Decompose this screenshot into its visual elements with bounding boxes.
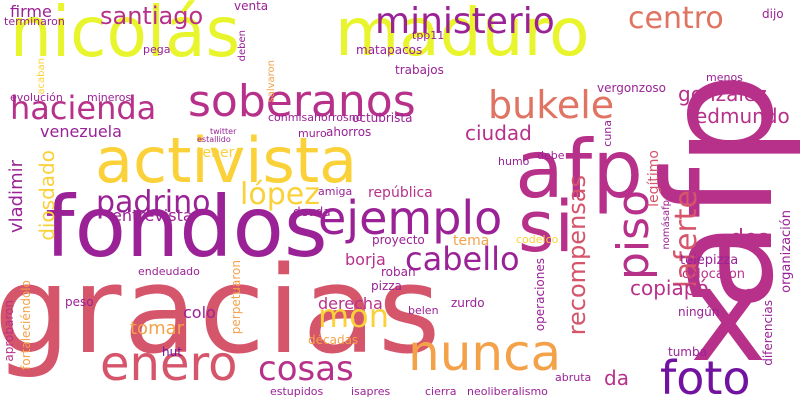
word-debe: debe — [537, 149, 565, 162]
word-amiga: amiga — [318, 185, 353, 198]
word-perpetuaron: perpetuaron — [229, 260, 243, 335]
word-acaban: acaban — [36, 58, 47, 95]
word-nicolas: nicolás — [10, 0, 241, 73]
word-ahorros: ahorros — [326, 125, 372, 139]
word-firme: firme — [10, 2, 52, 21]
word-matapacos: matapacos — [356, 43, 423, 57]
word-deben: deben — [237, 30, 248, 62]
word-menos: menos — [706, 71, 743, 84]
word-salvaron: salvaron — [266, 60, 277, 103]
word-tener: tener — [197, 145, 235, 161]
word-codelco: codelco — [516, 233, 559, 246]
word-roban: roban — [381, 265, 416, 279]
word-telepizza: telepizza — [680, 253, 739, 268]
word-ejemplo: ejemplo — [318, 191, 503, 245]
word-pega: pega — [143, 43, 171, 56]
word-estupidos: estupidos — [270, 385, 324, 398]
word-cosas: cosas — [258, 349, 354, 389]
word-conmisahorrosno: conmisahorrosno — [268, 111, 363, 124]
word-venezuela: venezuela — [40, 122, 122, 141]
word-da: da — [604, 366, 629, 390]
word-gonzalez: gonzález — [678, 82, 767, 106]
word-gracias: gracias — [0, 242, 443, 381]
word-terminaron: terminaron — [4, 15, 65, 28]
word-tema: tema — [453, 233, 490, 249]
word-dijo: dijo — [762, 7, 784, 21]
word-belen: belen — [408, 304, 439, 317]
word-peso: peso — [65, 295, 94, 309]
word-x: x — [690, 239, 767, 391]
word-decadas: décadas — [308, 333, 359, 347]
word-foto: foto — [660, 351, 751, 400]
word-ningun: ningún — [678, 305, 720, 319]
word-ministerio: ministerio — [375, 1, 555, 42]
word-copiapo: copiapó — [630, 276, 709, 300]
word-twitter: twitter — [210, 127, 237, 136]
word-isapres: isapres — [351, 385, 391, 398]
word-edmundo: edmundo — [695, 104, 790, 128]
word-humo: humo — [498, 155, 530, 168]
word-padrino: padrino — [96, 185, 211, 220]
word-aprobaron: aprobaron — [2, 300, 16, 362]
word-soberanos: soberanos — [188, 76, 416, 127]
word-republica: república — [368, 185, 433, 201]
word-entrevista: entrevista — [112, 206, 193, 225]
word-nomasafp: nomásafp — [661, 200, 672, 250]
word-proyecto: proyecto — [372, 233, 425, 247]
word-neoliberalismo: neoliberalismo — [467, 385, 548, 398]
word-cierra: cierra — [425, 385, 457, 398]
word-tumba: tumba — [668, 345, 707, 359]
word-si: si — [518, 186, 574, 268]
word-endeudado: endeudado — [138, 265, 200, 278]
word-cabello: cabello — [405, 240, 520, 278]
word-hacienda: hacienda — [10, 89, 157, 127]
word-zurdo: zurdo — [451, 296, 485, 310]
word-lopez: lópez — [240, 177, 320, 212]
word-vergonzoso: vergonzoso — [597, 81, 667, 95]
word-tpp11: tpp11 — [412, 29, 445, 42]
word-nunca: nunca — [408, 324, 562, 382]
word-fortaleciendolo: fortaleciéndolo — [19, 280, 33, 370]
word-legitimo: legítimo — [646, 150, 662, 207]
word-cuna: cuna — [601, 120, 614, 147]
word-evolucion: evolución — [10, 91, 63, 104]
word-centro: centro — [628, 1, 724, 36]
word-octubrista: octubrista — [352, 111, 413, 125]
word-diferencias: diferencias — [761, 300, 775, 366]
word-trabajos: trabajos — [395, 63, 444, 77]
word-venta: venta — [234, 0, 269, 13]
word-ciudad: ciudad — [465, 121, 532, 145]
word-colo: colo — [183, 303, 216, 322]
word-activista: activista — [95, 124, 358, 197]
word-santiago: santiago — [100, 2, 204, 30]
word-operaciones: operaciones — [533, 258, 547, 332]
word-borja: borja — [345, 250, 386, 269]
word-mineros: mineros — [87, 91, 132, 104]
word-tomar: tomar — [130, 318, 185, 339]
word-fondos: fondos — [45, 178, 328, 276]
word-maduro: maduro — [335, 0, 590, 71]
word-bukele: bukele — [488, 83, 615, 127]
word-derecha: derecha — [318, 294, 383, 313]
word-abruta: abruta — [555, 371, 592, 384]
word-enero: enero — [100, 336, 238, 392]
word-afp: afp — [515, 123, 643, 216]
word-recompensas: recompensas — [563, 175, 591, 336]
word-deuda: deuda — [293, 205, 331, 219]
word-mon: mon — [318, 297, 390, 335]
word-estallido: estallido — [197, 135, 231, 144]
word-dea: dea — [730, 226, 771, 251]
word-pizza: pizza — [371, 279, 402, 293]
word-hut: hut — [162, 345, 182, 359]
word-colocaron: colocaron — [682, 267, 746, 282]
word-organizacion: organización — [779, 210, 794, 293]
word-diosdado: diosdado — [35, 150, 59, 241]
word-vladimir: vladimir — [6, 160, 27, 234]
word-muro: muro — [298, 127, 327, 140]
